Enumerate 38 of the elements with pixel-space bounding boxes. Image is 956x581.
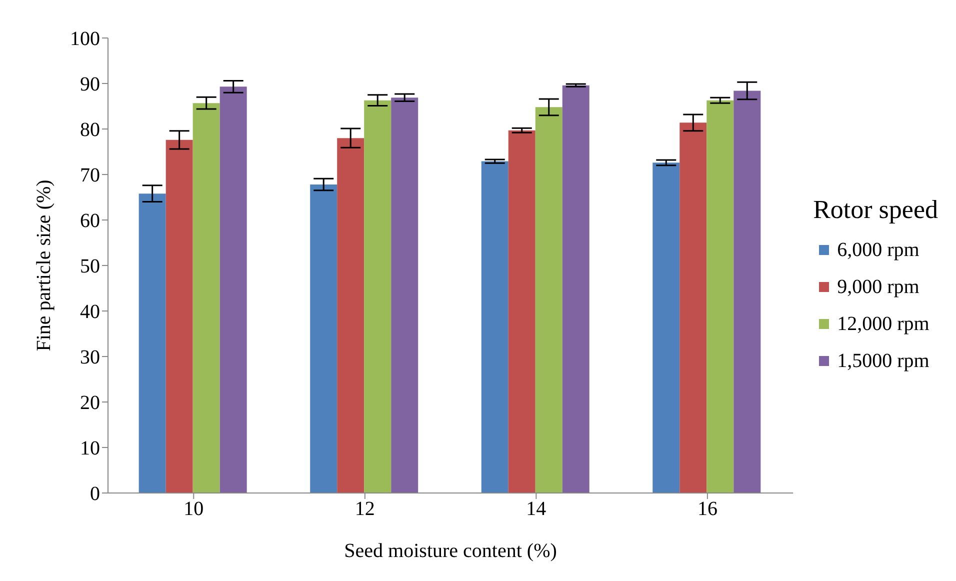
- y-tick-label: 10: [80, 438, 100, 460]
- bar: [166, 140, 193, 493]
- x-axis-title: Seed moisture content (%): [344, 540, 557, 562]
- bar: [220, 86, 247, 493]
- bar: [481, 161, 508, 493]
- bar: [192, 103, 220, 493]
- y-tick-label: 40: [80, 301, 100, 324]
- legend-title: Rotor speed: [813, 194, 938, 224]
- bar: [652, 162, 680, 493]
- y-tick-label: 90: [80, 74, 100, 96]
- legend-label: 12,000 rpm: [837, 312, 930, 336]
- bar: [508, 130, 536, 493]
- bar: [310, 184, 338, 493]
- x-tick-label: 12: [354, 498, 375, 520]
- x-tick-label: 10: [184, 498, 204, 520]
- bar: [337, 138, 364, 493]
- y-tick-label: 0: [90, 483, 100, 506]
- bar: [562, 85, 590, 493]
- y-tick-label: 70: [80, 164, 100, 187]
- bar: [391, 98, 418, 493]
- bar: [680, 122, 707, 493]
- bar: [734, 90, 761, 493]
- y-tick-label: 60: [80, 210, 100, 232]
- x-tick-label: 16: [697, 498, 718, 520]
- y-tick-label: 50: [80, 256, 100, 278]
- y-axis-title: Fine particle size (%): [33, 180, 56, 352]
- bar: [138, 194, 166, 493]
- x-tick-label: 14: [526, 498, 546, 520]
- y-tick-label: 80: [80, 119, 100, 142]
- bar: [535, 107, 562, 493]
- legend-label: 9,000 rpm: [837, 276, 920, 298]
- y-tick-label: 100: [70, 28, 100, 50]
- legend-label: 6,000 rpm: [837, 238, 920, 262]
- y-tick-label: 20: [80, 392, 100, 414]
- legend-label: 1,5000 rpm: [837, 350, 930, 372]
- bar: [364, 100, 392, 493]
- y-tick-label: 30: [80, 346, 100, 369]
- bar: [706, 100, 734, 493]
